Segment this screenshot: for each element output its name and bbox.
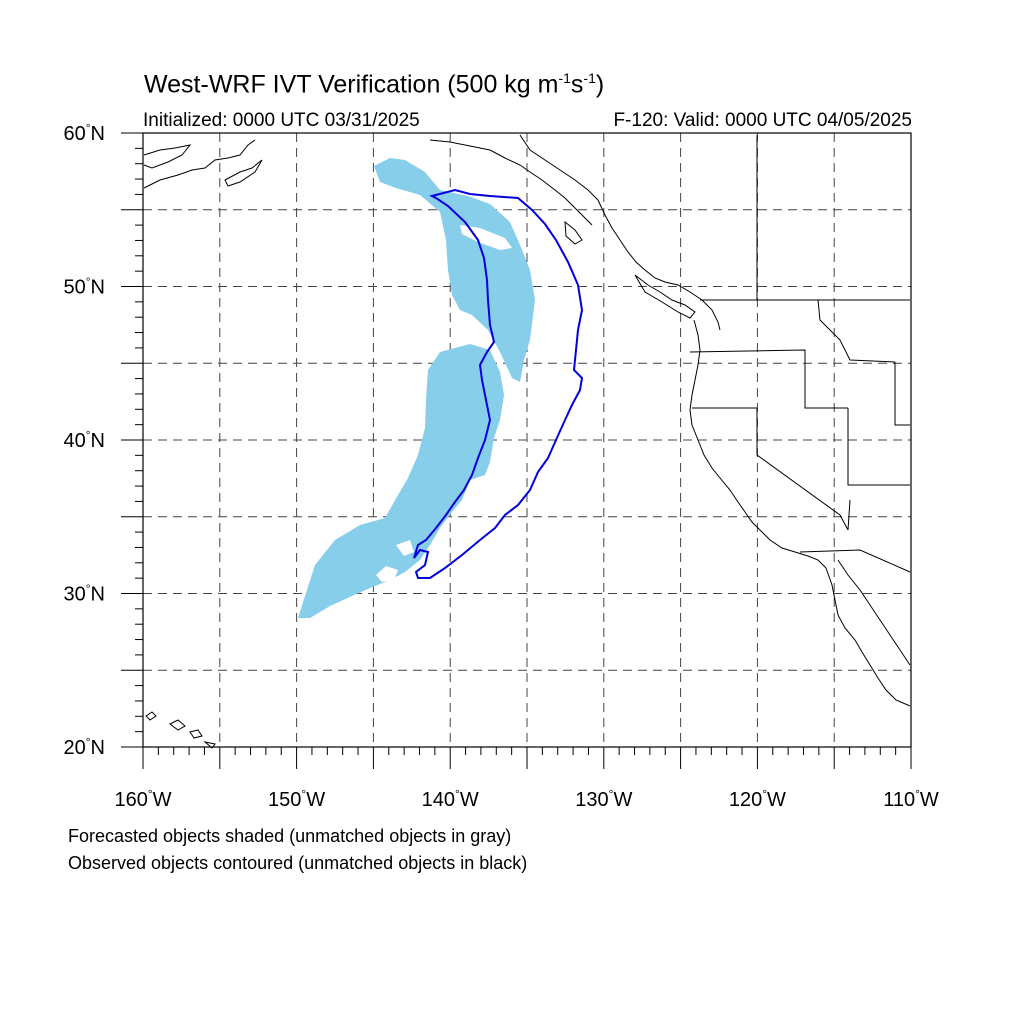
lon-labels: 160°W 150°W 140°W 130°W 120°W 110°W: [114, 787, 938, 811]
lat-label: 60°N: [63, 121, 105, 145]
grid-lines: [143, 133, 911, 747]
coastlines: [143, 134, 911, 749]
forecast-objects: [298, 158, 535, 618]
lat-label: 50°N: [63, 275, 105, 299]
lon-label: 150°W: [268, 787, 325, 811]
lat-labels: 60°N 50°N 40°N 30°N 20°N: [63, 121, 105, 759]
lat-label: 40°N: [63, 428, 105, 452]
valid-time-label: F-120: Valid: 0000 UTC 04/05/2025: [613, 110, 912, 131]
political-borders: [689, 135, 911, 573]
forecast-object-north: [374, 158, 535, 382]
lon-label: 140°W: [422, 787, 479, 811]
forecast-object-south: [298, 344, 504, 618]
map-title: West-WRF IVT Verification (500 kg m-1s-1…: [144, 70, 605, 99]
observed-object-contour: [413, 188, 584, 579]
observed-note: Observed objects contoured (unmatched ob…: [68, 853, 528, 873]
lon-label: 160°W: [114, 787, 171, 811]
lon-label: 130°W: [575, 787, 632, 811]
forecast-note: Forecasted objects shaded (unmatched obj…: [68, 826, 512, 846]
lat-label: 20°N: [63, 735, 105, 759]
axis-ticks: [121, 132, 912, 769]
lat-label: 30°N: [63, 582, 105, 606]
lon-label: 120°W: [729, 787, 786, 811]
initialized-label: Initialized: 0000 UTC 03/31/2025: [143, 110, 420, 131]
lon-label: 110°W: [883, 787, 939, 811]
